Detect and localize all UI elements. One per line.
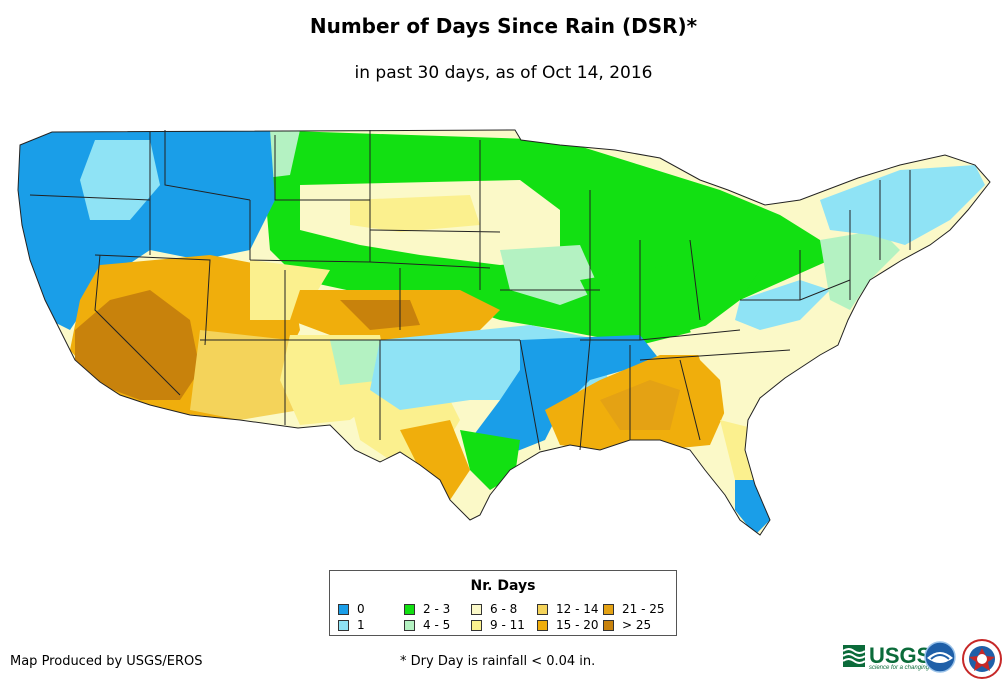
legend-swatch: [603, 603, 614, 615]
usgs-wave-icon: [843, 645, 865, 667]
legend-swatch: [338, 619, 349, 631]
dsr-regions: [18, 130, 990, 535]
legend-item: 12 - 14: [537, 602, 599, 616]
legend-swatch: [404, 603, 415, 615]
legend-label: 12 - 14: [556, 602, 599, 616]
legend-swatch: [338, 603, 349, 615]
legend-swatch: [537, 603, 548, 615]
region-new-england: [820, 165, 985, 245]
region-utah-yellow: [250, 260, 330, 320]
legend-label: 4 - 5: [423, 618, 451, 632]
region-appalachia: [735, 280, 830, 330]
legend-swatch: [603, 619, 614, 631]
region-southeast-atlantic: [690, 300, 840, 440]
usgs-logo: USGS science for a changing world: [843, 643, 945, 671]
legend-item: > 25: [603, 618, 651, 632]
region-alabama: [600, 380, 680, 430]
usgs-tagline: science for a changing world: [869, 665, 946, 671]
map-footnote: * Dry Day is rainfall < 0.04 in.: [400, 654, 596, 669]
region-arizona: [190, 330, 300, 420]
us-dsr-map: [17, 129, 991, 536]
legend-item: 4 - 5: [404, 618, 450, 632]
region-texas-gulf-green: [460, 430, 520, 490]
map-credit: Map Produced by USGS/EROS: [10, 654, 203, 669]
usgs-text: USGS: [869, 643, 932, 668]
legend-label: 21 - 25: [622, 602, 665, 616]
nws-logo: [962, 639, 1002, 679]
legend-label: > 25: [622, 618, 652, 632]
legend-title: Nr. Days: [470, 578, 536, 594]
legend-item: 21 - 25: [603, 602, 665, 616]
region-new-mexico-mint: [330, 340, 385, 385]
legend-label: 9 - 11: [490, 618, 525, 632]
region-ohio-valley: [580, 260, 760, 330]
region-southern-nevada: [75, 290, 200, 400]
legend-item: 6 - 8: [471, 602, 517, 616]
region-lower-mississippi: [470, 335, 660, 460]
map-subtitle: in past 30 days, as of Oct 14, 2016: [354, 63, 653, 83]
legend-item: 9 - 11: [471, 618, 525, 632]
noaa-logo: [924, 641, 956, 673]
region-texas-south: [400, 420, 470, 500]
legend-item: 0: [338, 602, 365, 616]
legend-swatch: [471, 619, 482, 631]
legend-item: 2 - 3: [404, 602, 450, 616]
map-legend: Nr. Days 0 1 2 - 3 4 - 5 6 - 8 9 - 11 12…: [329, 570, 677, 636]
legend-label: 1: [357, 618, 365, 632]
legend-item: 1: [338, 618, 365, 632]
legend-label: 6 - 8: [490, 602, 518, 616]
legend-swatch: [537, 619, 548, 631]
region-dakotas-yellow: [350, 195, 480, 232]
legend-label: 15 - 20: [556, 618, 599, 632]
legend-swatch: [404, 619, 415, 631]
region-pacific-northwest: [18, 130, 275, 330]
legend-swatch: [471, 603, 482, 615]
region-mid-atlantic: [820, 230, 900, 310]
legend-label: 2 - 3: [423, 602, 451, 616]
map-title: Number of Days Since Rain (DSR)*: [309, 14, 698, 38]
state-boundaries: [17, 129, 991, 536]
legend-item: 15 - 20: [537, 618, 599, 632]
legend-label: 0: [357, 602, 365, 616]
